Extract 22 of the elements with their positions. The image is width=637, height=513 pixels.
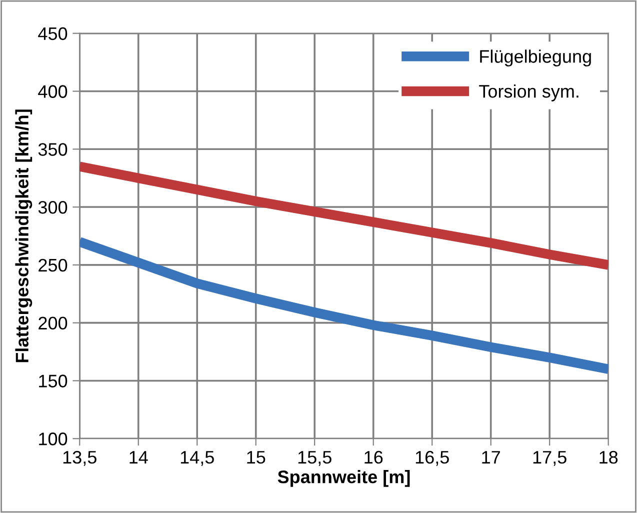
x-tick-label: 14,5 [180, 451, 214, 466]
x-tick-label: 14 [130, 451, 148, 464]
x-tick-label: 13,5 [63, 450, 96, 466]
x-tick-label: 16,5 [416, 450, 449, 466]
y-tick-label: 150 [39, 374, 68, 388]
x-tick-label: 15 [247, 451, 266, 464]
y-tick-label: 300 [38, 200, 68, 214]
y-tick-label: 400 [38, 85, 68, 98]
y-tick-label: 100 [39, 432, 68, 446]
x-tick-label: 15,5 [298, 451, 332, 466]
x-tick-label: 17 [482, 451, 500, 464]
y-tick-label: 350 [38, 143, 68, 156]
x-axis-title: Spannweite [m] [278, 470, 410, 487]
x-tick-label: 16 [364, 450, 383, 464]
y-axis-title: Flattergeschwindigkeit [km/h] [15, 110, 32, 362]
legend-label: Flügelbiegung [480, 50, 591, 66]
legend-label: Torsion sym. [479, 84, 578, 102]
x-tick-label: 17,5 [533, 451, 566, 466]
x-tick-label: 18 [600, 450, 618, 464]
y-tick-label: 250 [38, 258, 68, 272]
y-tick-label: 200 [38, 316, 68, 330]
y-tick-label: 450 [38, 27, 68, 40]
